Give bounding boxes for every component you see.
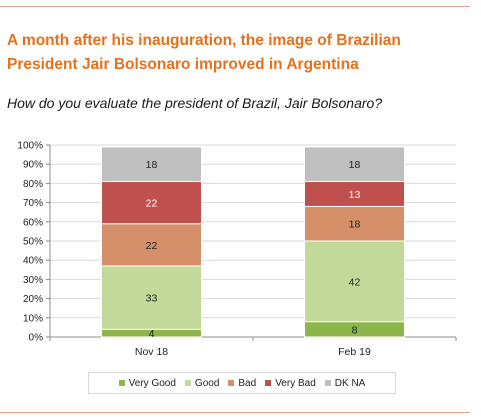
data-label: 33 [146, 293, 158, 305]
data-label: 18 [349, 219, 361, 231]
legend-swatch [118, 380, 125, 386]
data-label: 13 [349, 189, 361, 201]
chart-legend: Very Good Good Bad Very Bad DK NA [88, 372, 396, 394]
legend-item: Good [184, 377, 220, 389]
legend-item: Very Good [118, 377, 176, 389]
y-tick-label: 100% [17, 141, 43, 152]
bar-segment [304, 146, 405, 182]
y-tick-label: 50% [23, 237, 43, 248]
bar-segment [101, 146, 202, 182]
legend-swatch [228, 380, 235, 386]
data-label: 22 [146, 198, 158, 210]
y-tick-label: 60% [23, 217, 43, 228]
legend-swatch [184, 380, 191, 386]
legend-swatch [265, 380, 272, 386]
legend-swatch [324, 380, 331, 386]
y-tick-label: 0% [29, 333, 44, 344]
data-label: 18 [349, 159, 361, 171]
legend-label: Very Good [128, 377, 176, 389]
x-tick-label: Nov 18 [135, 346, 168, 358]
y-tick-label: 10% [23, 313, 43, 324]
y-tick-label: 40% [23, 256, 43, 267]
data-label: 22 [146, 240, 158, 252]
legend-label: Good [194, 377, 220, 389]
data-label: 18 [146, 159, 158, 171]
legend-item: DK NA [324, 377, 366, 389]
title-line-1: A month after his inauguration, the imag… [7, 32, 401, 49]
y-tick-label: 90% [23, 160, 43, 171]
legend-item: Very Bad [265, 378, 316, 389]
top-divider [0, 6, 470, 7]
legend-label: Very Bad [275, 377, 316, 389]
data-label: 8 [352, 324, 358, 336]
bar-segment [101, 223, 202, 267]
y-tick-label: 70% [23, 198, 43, 209]
bar-segment [101, 180, 202, 225]
chart-subtitle: How do you evaluate the president of Bra… [7, 95, 383, 111]
x-tick-label: Feb 19 [338, 346, 371, 358]
title-line-2: President Jair Bolsonaro improved in Arg… [7, 56, 359, 73]
data-label: 4 [149, 328, 155, 340]
data-label: 42 [349, 276, 361, 288]
bar-segment [304, 240, 405, 323]
y-tick-label: 20% [23, 294, 43, 305]
legend-label: Bad [238, 377, 257, 389]
chart-title: A month after his inauguration, the imag… [7, 29, 475, 77]
bar-segment [304, 180, 405, 207]
legend-label: DK NA [334, 377, 366, 389]
legend-item: Bad [228, 378, 256, 389]
bar-segment [101, 265, 202, 330]
y-tick-label: 30% [23, 275, 43, 286]
bottom-divider [0, 412, 470, 413]
y-tick-label: 80% [23, 179, 43, 190]
stacked-bar-chart: 0% 10% 20% 30% 40% 50% 60% 70% 80% 90% 100% 4 33 22 22… [17, 141, 457, 358]
